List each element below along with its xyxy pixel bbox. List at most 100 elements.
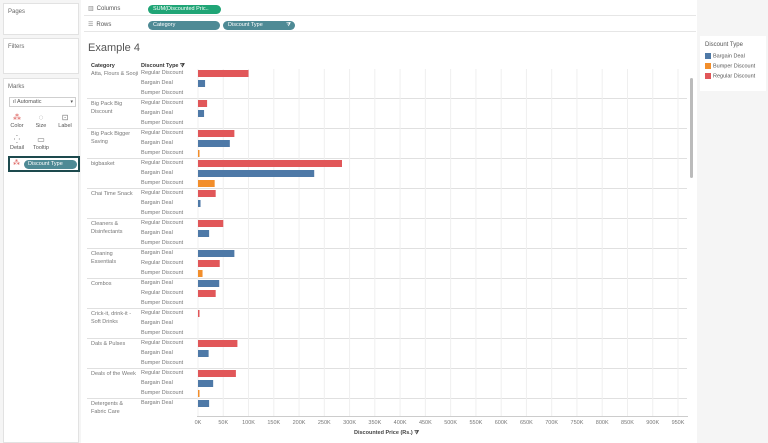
bar[interactable] [198,180,215,187]
group-divider [87,188,687,189]
discount-type-label[interactable]: Bargain Deal [141,200,173,206]
x-tick-label: 400K [394,420,407,426]
discount-type-label[interactable]: Regular Discount [141,220,184,226]
rows-discount-type-pill[interactable]: Discount Type ⧩ [223,21,295,30]
detail-button[interactable]: ⁛ Detail [8,135,26,155]
bar[interactable] [198,290,216,297]
discount-type-label[interactable]: Bumper Discount [141,270,184,276]
discount-type-label[interactable]: Regular Discount [141,70,184,76]
vertical-scrollbar[interactable] [690,78,693,178]
category-label[interactable]: Cleaners & Disinfectants [91,221,123,235]
category-label[interactable]: Big Pack Bigger Saving [91,131,131,145]
pages-card[interactable]: Pages [3,3,79,35]
bar[interactable] [198,80,206,87]
bar[interactable] [198,390,200,397]
columns-shelf[interactable]: ▥ Columns SUM(Discounted Pric.. [84,3,696,16]
bar[interactable] [198,130,235,137]
bar[interactable] [198,100,208,107]
category-label[interactable]: Chai Time Snack [91,191,133,197]
size-button[interactable]: ◌ Size [32,113,50,133]
bar[interactable] [198,200,201,207]
x-tick-label: 650K [520,420,533,426]
bar[interactable] [198,280,220,287]
bar[interactable] [198,230,210,237]
discount-type-label[interactable]: Bumper Discount [141,210,184,216]
legend-item-bumper-discount[interactable]: Bumper Discount [705,63,755,69]
category-label[interactable]: Big Pack Big Discount [91,101,123,115]
bar[interactable] [198,110,205,117]
rows-category-pill[interactable]: Category [148,21,220,30]
bar[interactable] [198,270,203,277]
legend-item-bargain-deal[interactable]: Bargain Deal [705,53,745,59]
bar[interactable] [198,70,249,77]
bar[interactable] [198,160,342,167]
x-tick-label: 0K [195,420,202,426]
discount-type-label[interactable]: Regular Discount [141,310,184,316]
category-label[interactable]: Detergents & Fabric Care [91,401,124,415]
mark-type-value: Automatic [16,99,42,105]
bar[interactable] [198,170,315,177]
discount-type-label[interactable]: Bargain Deal [141,250,173,256]
discount-type-label[interactable]: Bumper Discount [141,240,184,246]
discount-type-label[interactable]: Bumper Discount [141,330,184,336]
discount-type-label[interactable]: Bumper Discount [141,120,184,126]
category-label[interactable]: Deals of the Week [91,371,136,377]
category-label[interactable]: Cleaning Essentials [91,251,117,265]
discount-type-label[interactable]: Bargain Deal [141,380,173,386]
bar[interactable] [198,140,230,147]
bar[interactable] [198,350,209,357]
rows-icon: ☰ [88,22,94,28]
discount-type-label[interactable]: Regular Discount [141,190,184,196]
category-label[interactable]: Atta, Flours & Sooji [91,71,139,77]
discount-type-label[interactable]: Bargain Deal [141,320,173,326]
bar[interactable] [198,370,236,377]
category-label[interactable]: bigbasket [91,161,115,167]
bar[interactable] [198,150,200,157]
discount-type-color-pill[interactable]: Discount Type [24,160,77,169]
discount-type-label[interactable]: Bargain Deal [141,170,173,176]
discount-type-label[interactable]: Bargain Deal [141,400,173,406]
category-label[interactable]: Combos [91,281,112,287]
tooltip-button[interactable]: ▭ Tooltip [32,135,50,155]
discount-type-label[interactable]: Regular Discount [141,100,184,106]
bar[interactable] [198,220,224,227]
bar[interactable] [198,380,214,387]
discount-type-label[interactable]: Regular Discount [141,160,184,166]
discount-type-label[interactable]: Regular Discount [141,260,184,266]
discount-type-label[interactable]: Regular Discount [141,340,184,346]
discount-type-label[interactable]: Regular Discount [141,370,184,376]
legend-swatch [705,63,711,69]
discount-type-label[interactable]: Regular Discount [141,290,184,296]
bar[interactable] [198,400,210,407]
bar[interactable] [198,260,220,267]
bar[interactable] [198,190,216,197]
discount-type-label[interactable]: Regular Discount [141,130,184,136]
bar[interactable] [198,310,200,317]
color-button[interactable]: ⁂ Color [8,113,26,133]
discount-type-label[interactable]: Bargain Deal [141,230,173,236]
legend-item-regular-discount[interactable]: Regular Discount [705,73,755,79]
discount-type-label[interactable]: Bumper Discount [141,390,184,396]
discount-type-label[interactable]: Bumper Discount [141,150,184,156]
bar[interactable] [198,340,238,347]
discount-type-label[interactable]: Bargain Deal [141,280,173,286]
discount-type-label[interactable]: Bumper Discount [141,180,184,186]
discount-type-label[interactable]: Bargain Deal [141,110,173,116]
discount-type-label[interactable]: Bargain Deal [141,140,173,146]
category-label[interactable]: Crick-it, drink-it - Soft Drinks [91,311,132,325]
header-discount-type[interactable]: Discount Type ⧩ [141,63,185,70]
discount-type-label[interactable]: Bargain Deal [141,80,173,86]
legend-swatch [705,53,711,59]
discount-type-label[interactable]: Bumper Discount [141,90,184,96]
discount-type-label[interactable]: Bumper Discount [141,300,184,306]
columns-measure-pill[interactable]: SUM(Discounted Pric.. [148,5,221,14]
bar[interactable] [198,250,235,257]
category-label[interactable]: Dals & Pulses [91,341,126,347]
filters-card[interactable]: Filters [3,38,79,74]
rows-shelf[interactable]: ☰ Rows Category Discount Type ⧩ [84,19,696,32]
discount-type-label[interactable]: Bumper Discount [141,360,184,366]
mark-type-dropdown[interactable]: ıl Automatic ▾ [9,97,76,107]
header-category[interactable]: Category [91,63,115,69]
label-button[interactable]: ⊡ Label [56,113,74,133]
discount-type-label[interactable]: Bargain Deal [141,350,173,356]
